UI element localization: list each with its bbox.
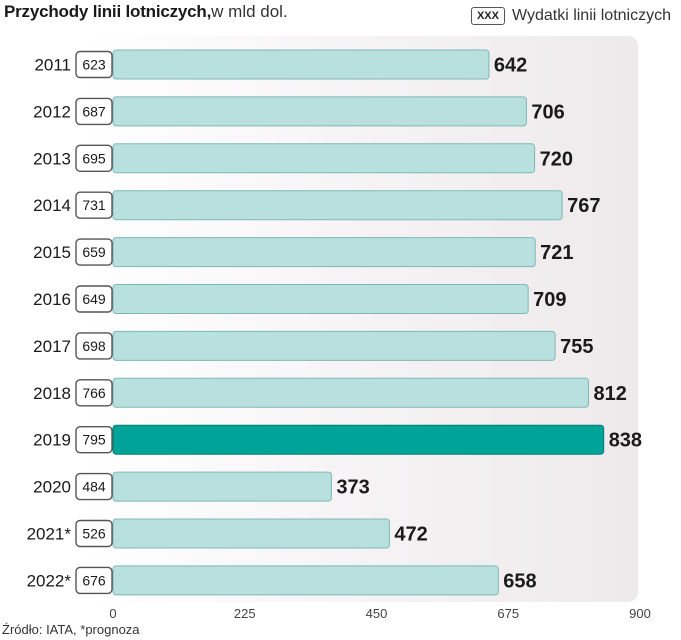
revenue-value-label: 472 [394, 524, 427, 546]
revenue-bar [112, 190, 563, 221]
revenue-value-label: 838 [609, 430, 642, 452]
category-label: 2020 [33, 478, 71, 497]
expense-value-label: 526 [82, 526, 106, 542]
revenue-value-label: 373 [336, 477, 369, 499]
expense-value-label: 766 [82, 385, 106, 401]
revenue-bar [112, 143, 536, 174]
revenue-value-label: 642 [494, 55, 527, 77]
category-label: 2019 [33, 431, 71, 450]
expense-value-label: 649 [82, 291, 106, 307]
expense-value-label: 731 [82, 197, 106, 213]
category-label: 2013 [33, 149, 71, 168]
x-tick-label: 675 [497, 606, 519, 620]
legend-box-sample: XXX [470, 7, 505, 25]
x-tick-label: 900 [629, 606, 651, 620]
legend: XXX Wydatki linii lotniczych [470, 7, 671, 25]
expense-value-label: 484 [82, 479, 106, 495]
chart-background [82, 36, 638, 602]
expense-box [75, 50, 113, 79]
revenue-bar [112, 96, 527, 127]
source-note: Źródło: IATA, *prognoza [2, 622, 140, 637]
revenue-bar [112, 237, 536, 268]
expense-value-label: 687 [82, 103, 106, 119]
expense-value-label: 659 [82, 244, 106, 260]
revenue-value-label: 706 [531, 101, 564, 123]
expense-value-label: 698 [82, 338, 106, 354]
expense-box [75, 566, 113, 595]
expense-value-label: 795 [82, 432, 106, 448]
category-label: 2021* [27, 525, 72, 544]
category-label: 2015 [33, 243, 71, 262]
revenue-bar [112, 565, 499, 596]
expense-value-label: 623 [82, 57, 106, 73]
title-unit: w mld dol. [211, 2, 288, 21]
expense-box [75, 519, 113, 548]
revenue-bar [112, 284, 529, 314]
revenue-bar [112, 377, 589, 408]
revenue-value-label: 721 [540, 242, 573, 264]
category-label: 2016 [33, 290, 71, 309]
expense-value-label: 695 [82, 150, 106, 166]
expense-box [75, 472, 113, 501]
title-text: Przychody linii lotniczych, [4, 2, 212, 21]
revenue-bar [112, 471, 332, 502]
expense-box [75, 191, 113, 219]
revenue-value-label: 767 [567, 195, 600, 217]
expense-box [75, 332, 113, 360]
revenue-value-label: 755 [560, 336, 593, 358]
category-label: 2018 [33, 384, 71, 403]
revenue-value-label: 812 [593, 383, 626, 405]
bar-chart: 2011 642 623 2012 706 687 2013 720 695 2014 767 731… [27, 49, 651, 620]
x-tick-label: 0 [109, 606, 116, 620]
category-label: 2022* [27, 571, 72, 590]
category-label: 2012 [33, 102, 71, 121]
category-label: 2014 [33, 196, 71, 215]
revenue-bar [112, 518, 390, 549]
category-label: 2011 [34, 56, 71, 75]
expense-box [75, 97, 113, 126]
expense-value-label: 676 [82, 572, 106, 588]
revenue-value-label: 658 [503, 570, 536, 592]
chart-title: Przychody linii lotniczych,w mld dol. [4, 2, 288, 22]
revenue-value-label: 720 [540, 148, 573, 170]
revenue-value-label: 709 [533, 289, 566, 311]
category-label: 2017 [33, 337, 71, 356]
expense-box [75, 238, 113, 266]
expense-box [75, 285, 113, 313]
x-tick-label: 450 [366, 606, 388, 620]
revenue-bar [112, 424, 605, 455]
revenue-bar [112, 330, 556, 361]
legend-label: Wydatki linii lotniczych [511, 7, 671, 24]
expense-box [75, 144, 113, 173]
x-tick-label: 225 [234, 606, 256, 620]
revenue-bar [112, 49, 490, 80]
expense-box [75, 379, 113, 407]
expense-box [75, 426, 113, 454]
